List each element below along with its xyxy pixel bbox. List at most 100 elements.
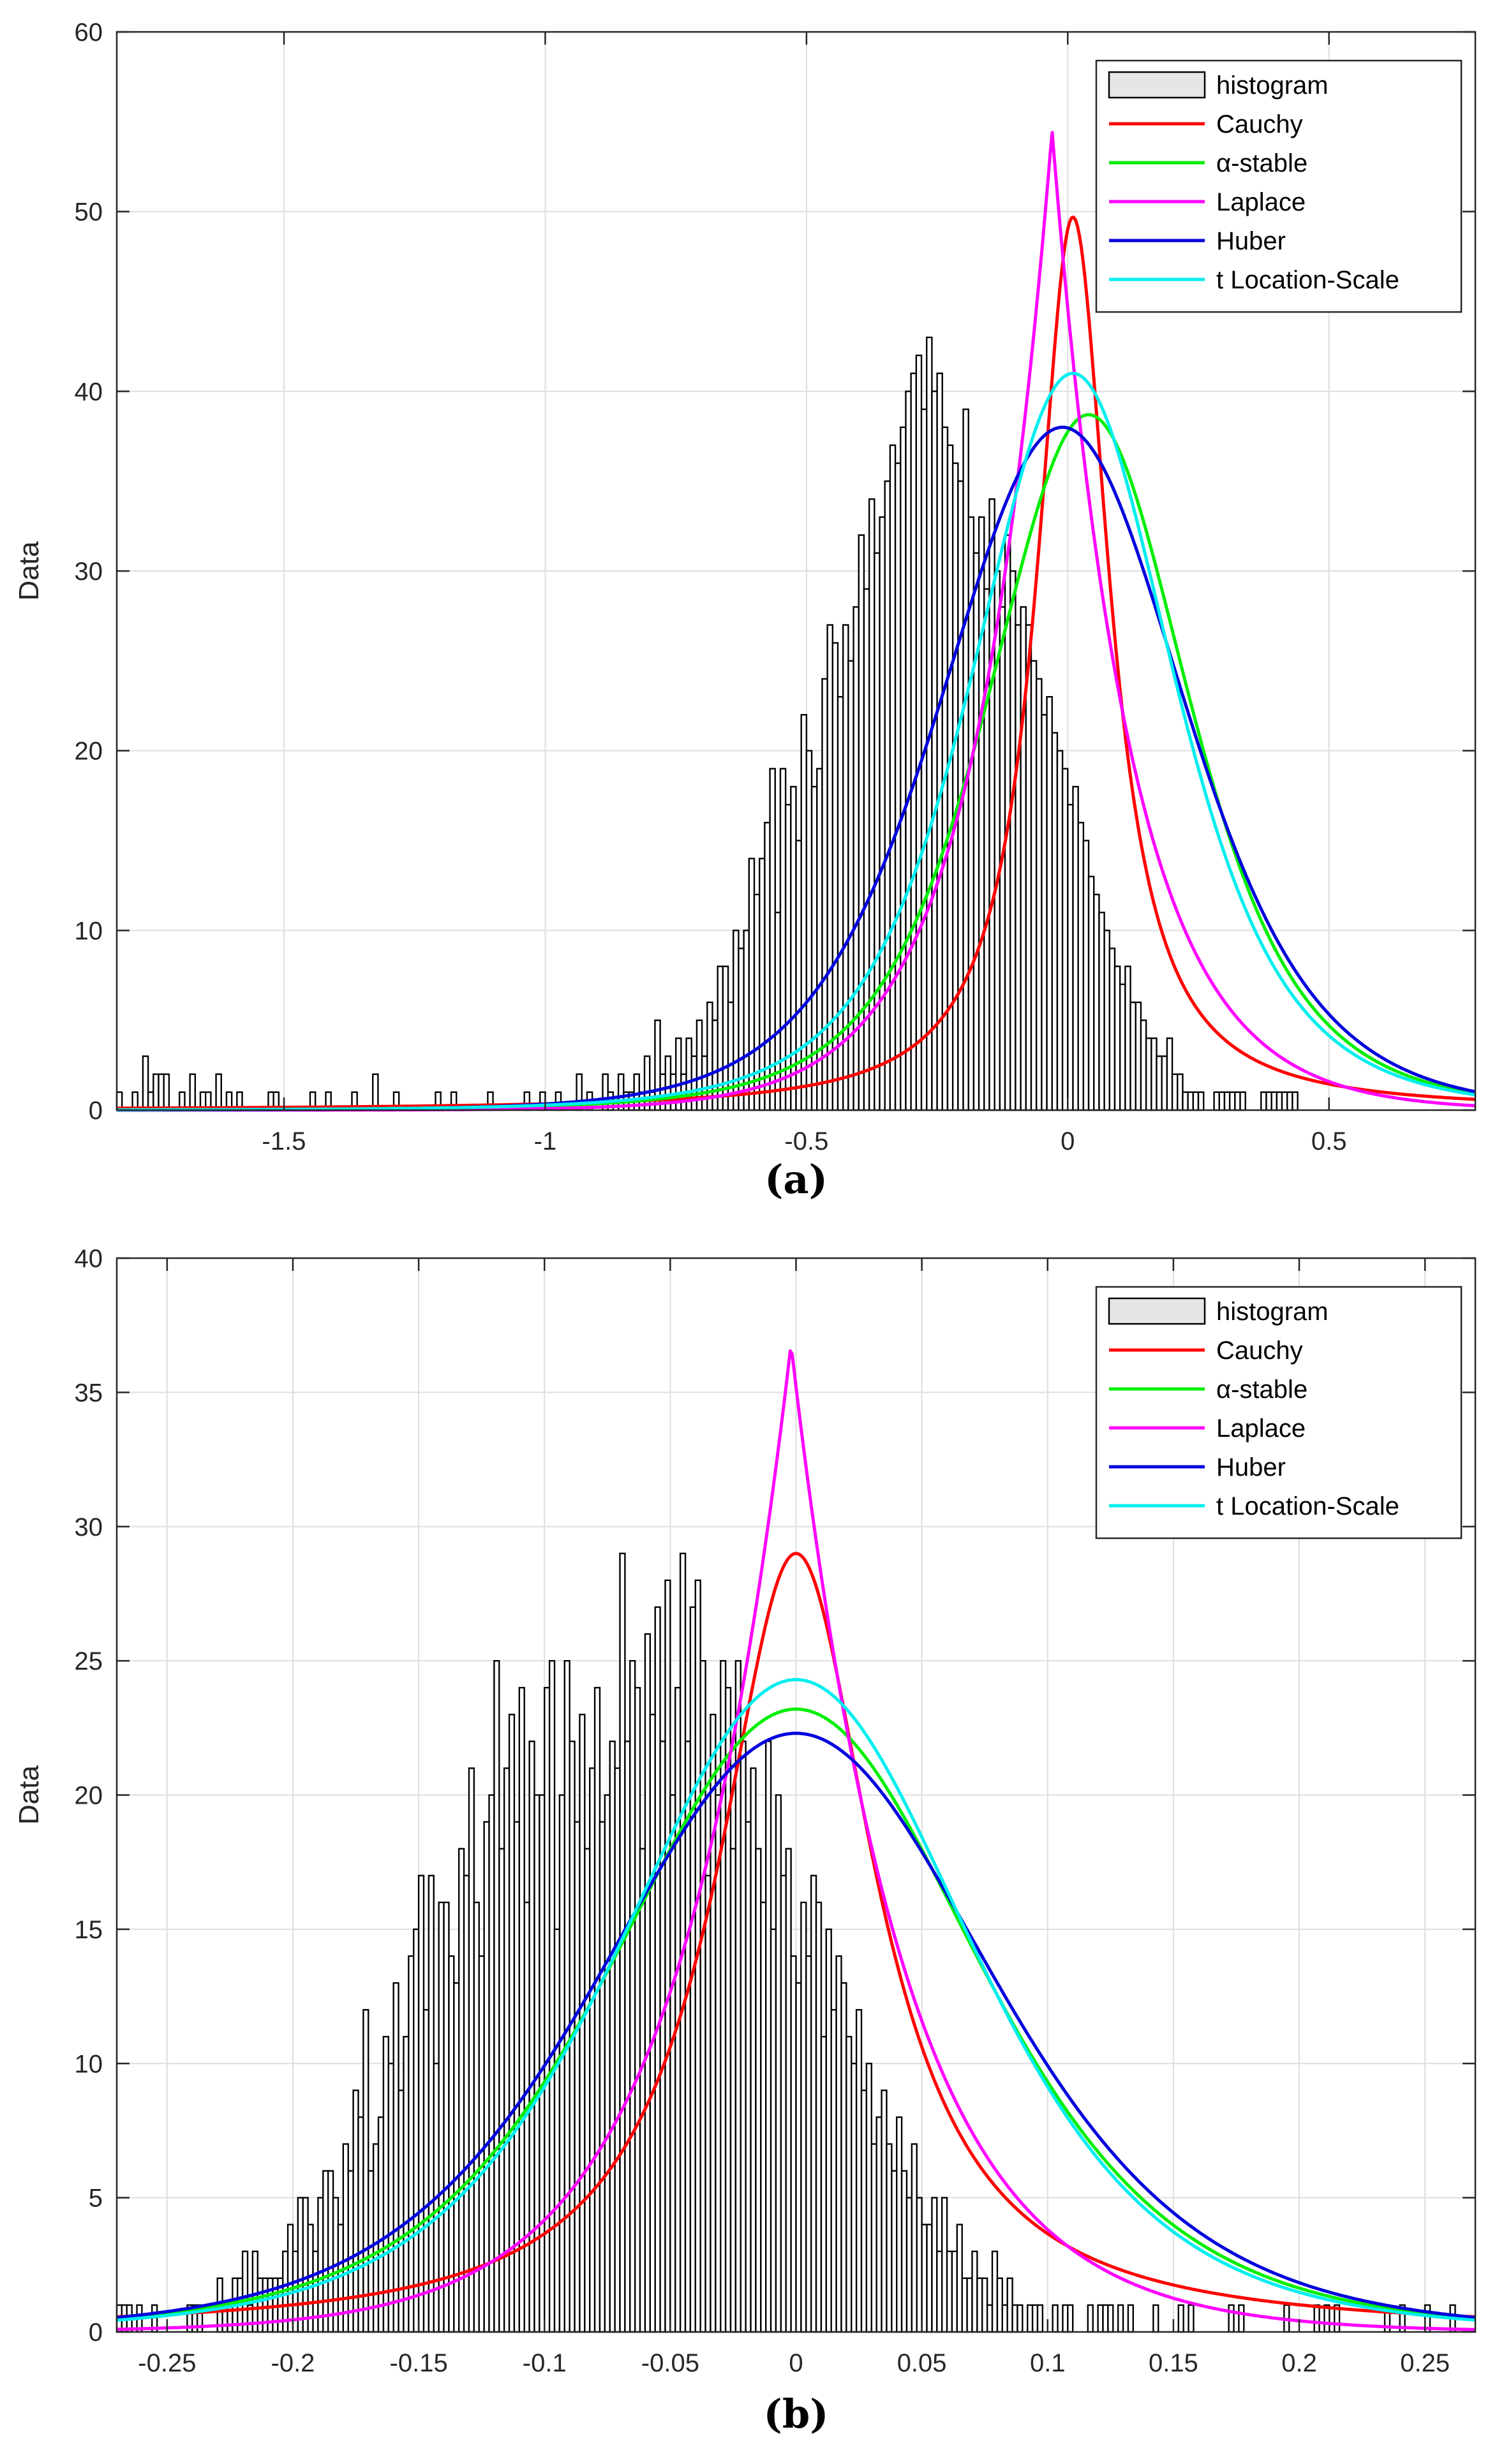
chart-a-histogram-bar — [790, 785, 797, 1111]
chart-b-y-tick-label: 0 — [89, 2319, 103, 2347]
chart-b-legend: histogram Cauchy α-stable Laplace Huber t Loc… — [1095, 1286, 1463, 1540]
chart-b-legend-label: Cauchy — [1216, 1337, 1303, 1365]
chart-a-histogram-bar — [1270, 1091, 1278, 1111]
chart-a-histogram-bar — [1061, 768, 1069, 1111]
chart-a-histogram-bar — [1228, 1091, 1236, 1111]
chart-a-histogram-bar — [1098, 911, 1105, 1111]
chart-a-histogram-bar — [868, 498, 875, 1111]
chart-a-y-axis-label: Data — [13, 541, 45, 600]
chart-a-histogram-bar — [837, 695, 844, 1111]
chart-a-histogram-bar — [1197, 1091, 1205, 1111]
chart-b-histogram-bar — [1177, 2304, 1184, 2333]
chart-b-y-tick-label: 10 — [75, 2050, 103, 2078]
chart-a-histogram-bar — [1082, 840, 1090, 1111]
chart-a-histogram-bar — [915, 354, 923, 1111]
chart-a-histogram-bar — [1030, 660, 1038, 1111]
chart-b-histogram-bar — [1188, 2304, 1195, 2333]
chart-b-y-tick-label: 40 — [75, 1245, 103, 1273]
chart-a-histogram-bar — [1108, 947, 1116, 1111]
chart-a-histogram-bar — [1035, 678, 1043, 1111]
chart-a-histogram-bar — [874, 552, 881, 1111]
chart-a-histogram-bar — [879, 516, 886, 1111]
chart-a-histogram-bar — [1182, 1091, 1189, 1111]
chart-a-histogram-bar — [1015, 624, 1022, 1111]
chart-a-legend-label: Huber — [1216, 227, 1286, 255]
chart-a-histogram-bar — [1161, 1055, 1168, 1111]
chart-a-histogram-bar — [784, 803, 792, 1111]
chart-a-histogram-bar — [1025, 624, 1032, 1111]
chart-a-histogram-bar — [1067, 803, 1074, 1111]
chart-b-y-axis-label: Data — [13, 1765, 45, 1825]
chart-a-histogram-bar — [1213, 1091, 1220, 1111]
chart-a-histogram-bar — [962, 408, 969, 1111]
chart-b-histogram-bar — [1313, 2304, 1320, 2333]
chart-a-histogram-bar — [900, 426, 907, 1111]
chart-a-histogram-bar — [142, 1055, 149, 1111]
chart-a-histogram-bar — [153, 1073, 160, 1111]
chart-b-x-tick-label: 0.05 — [897, 2349, 947, 2377]
chart-b-series-t-location-scale-line — [116, 1678, 1476, 2322]
chart-a-histogram-bar — [1192, 1091, 1200, 1111]
chart-a-histogram-bar — [1093, 893, 1100, 1111]
chart-a-histogram-bar — [1119, 983, 1126, 1111]
chart-a-histogram-bar — [669, 1073, 677, 1111]
chart-b-histogram-bar — [1052, 2304, 1059, 2333]
chart-a-legend-box — [1095, 59, 1463, 313]
chart-b-y-tick-label: 15 — [75, 1916, 103, 1944]
chart-a-histogram-bar — [1151, 1037, 1158, 1111]
chart-a-histogram-bar — [1046, 695, 1053, 1111]
chart-a-histogram-bar — [1135, 1001, 1142, 1111]
chart-b-series-stable-line — [116, 1707, 1476, 2320]
chart-a-histogram-bar — [215, 1073, 222, 1111]
chart-a-histogram-bar — [847, 660, 854, 1111]
chart-b-histogram-bar — [1228, 2304, 1235, 2333]
chart-a-x-tick-label: 0.5 — [1311, 1127, 1347, 1155]
chart-b-panel-label: (b) — [763, 2391, 828, 2437]
chart-a-histogram-bar — [1223, 1091, 1231, 1111]
chart-a-histogram-bar — [158, 1073, 165, 1111]
chart-a-histogram-bar — [978, 516, 985, 1111]
chart-b-x-tick-label: 0.25 — [1400, 2349, 1450, 2377]
chart-a-histogram-bar — [1166, 1037, 1173, 1111]
chart-a-histogram-bar — [701, 1055, 708, 1111]
chart-a-series-cauchy-line — [117, 215, 1476, 1110]
chart-a-histogram-bar — [863, 588, 870, 1111]
chart-a-histogram-bar — [884, 480, 891, 1111]
chart-a-histogram-bar — [372, 1073, 379, 1111]
chart-b-y-tick-label: 30 — [75, 1513, 103, 1541]
chart-b-legend-label: histogram — [1216, 1298, 1329, 1326]
chart-a-histogram-bar — [1234, 1091, 1241, 1111]
chart-b-histogram-bar — [1127, 2304, 1135, 2333]
chart-a-legend-label: t Location-Scale — [1216, 266, 1399, 294]
chart-b-series-laplace-line — [116, 1349, 1475, 2331]
chart-a-histogram-bar — [1129, 1001, 1136, 1111]
chart-panel-a: -1.5 -1 -0.5 0 0.5 0 10 20 30 40 50 60 Data histogram… — [13, 19, 1477, 1203]
chart-b-series-huber-line — [116, 1732, 1476, 2319]
chart-b-x-tick-label: -0.2 — [271, 2349, 315, 2377]
chart-a-legend-label: Laplace — [1216, 188, 1306, 216]
chart-b-legend-label: α-stable — [1216, 1376, 1307, 1404]
chart-a-legend-label: α-stable — [1216, 149, 1307, 177]
chart-a-histogram-bar — [936, 372, 943, 1111]
chart-a-histogram-bar — [1292, 1091, 1299, 1111]
chart-a-histogram-bar — [1177, 1073, 1184, 1111]
chart-a-histogram-bar — [690, 1055, 698, 1111]
chart-b-legend-label: t Location-Scale — [1216, 1492, 1399, 1520]
chart-b-x-tick-label: -0.05 — [641, 2349, 699, 2377]
chart-b-legend-label: Laplace — [1216, 1414, 1306, 1443]
chart-a-legend: histogram Cauchy α-stable Laplace Huber t Loc… — [1095, 59, 1463, 313]
chart-a-histogram-bar — [1113, 965, 1121, 1111]
chart-a-histogram-bar — [826, 624, 834, 1111]
chart-a-histogram-bar — [1156, 1055, 1163, 1111]
chart-a-histogram-bar — [1056, 750, 1064, 1111]
chart-a-histogram-bar — [1260, 1091, 1267, 1111]
chart-a-histogram-bar — [163, 1073, 170, 1111]
chart-a-histogram-bar — [931, 390, 938, 1111]
chart-a-y-tick-label: 10 — [75, 917, 103, 945]
chart-a-histogram-bar — [1051, 732, 1059, 1111]
chart-b-y-tick-label: 35 — [75, 1379, 103, 1407]
chart-a-histogram-bar — [905, 390, 912, 1111]
chart-a-histogram-bar — [1140, 1019, 1147, 1111]
chart-b-y-tick-label: 5 — [89, 2185, 103, 2213]
